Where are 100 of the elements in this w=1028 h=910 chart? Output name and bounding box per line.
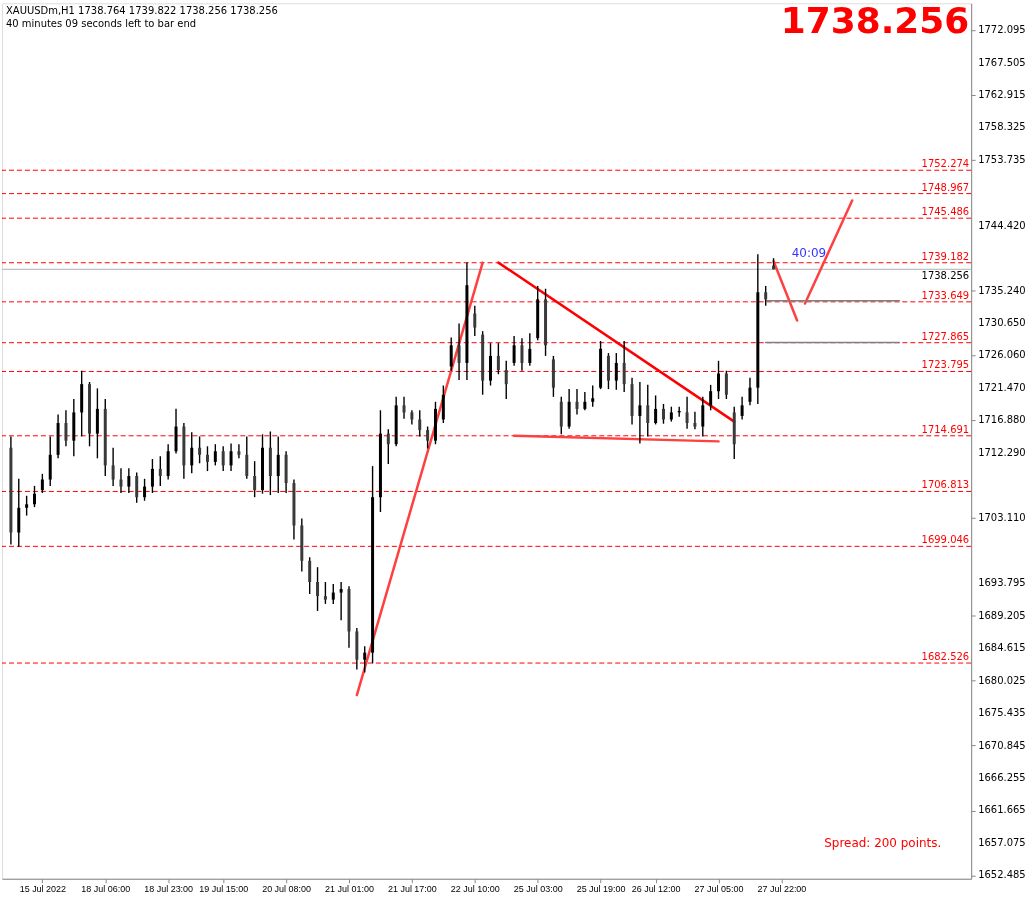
candlestick bbox=[253, 460, 257, 498]
candlestick bbox=[111, 447, 115, 487]
y-tick-label: 1712.290 bbox=[978, 446, 1026, 458]
candlestick bbox=[709, 384, 713, 411]
candlestick bbox=[614, 352, 618, 391]
x-tick-label: 21 Jul 17:00 bbox=[387, 884, 437, 895]
ref-line-label: 1739.182 bbox=[921, 250, 970, 262]
candlestick bbox=[646, 384, 650, 438]
ref-line-label: 1745.486 bbox=[921, 206, 970, 218]
candlestick bbox=[426, 425, 430, 450]
y-tick-label: 1721.470 bbox=[978, 381, 1026, 393]
candlestick bbox=[127, 467, 131, 494]
candlestick bbox=[221, 445, 225, 472]
candlestick bbox=[198, 435, 202, 464]
candlestick bbox=[25, 495, 29, 517]
y-tick-label: 1670.845 bbox=[978, 739, 1026, 751]
ref-line-label: 1723.795 bbox=[921, 359, 970, 371]
y-tick-label: 1744.420 bbox=[978, 219, 1026, 231]
candlestick bbox=[764, 285, 768, 307]
y-tick-label: 1772.095 bbox=[978, 24, 1026, 36]
x-tick-label: 26 Jul 12:00 bbox=[631, 884, 681, 895]
ref-line-label: 1706.813 bbox=[921, 479, 970, 491]
candlestick bbox=[229, 442, 233, 472]
x-tick-label: 27 Jul 05:00 bbox=[694, 884, 744, 895]
candlestick bbox=[119, 467, 123, 494]
y-tick-label: 1652.485 bbox=[978, 869, 1026, 881]
y-tick-label: 1684.615 bbox=[978, 642, 1026, 654]
candlestick bbox=[717, 360, 721, 400]
candlestick bbox=[331, 583, 335, 605]
candlestick bbox=[276, 435, 280, 494]
x-tick-label: 18 Jul 23:00 bbox=[144, 884, 194, 895]
candlestick bbox=[496, 342, 500, 375]
y-tick-label: 1730.650 bbox=[978, 317, 1026, 329]
candlestick bbox=[245, 435, 249, 480]
ref-line-label: 1699.046 bbox=[921, 534, 970, 546]
candlestick bbox=[685, 396, 689, 430]
candlestick bbox=[449, 336, 453, 372]
y-tick-label: 1753.735 bbox=[978, 153, 1026, 165]
annotation: Spread: 200 points. bbox=[824, 835, 942, 850]
ref-line-label: 1714.691 bbox=[921, 423, 970, 435]
candlestick bbox=[150, 458, 154, 494]
candlestick bbox=[661, 403, 665, 425]
candlestick bbox=[504, 360, 508, 400]
candlestick bbox=[583, 391, 587, 411]
candlestick bbox=[520, 337, 524, 372]
candlestick bbox=[190, 431, 194, 474]
annotation: 40:09 bbox=[791, 245, 827, 260]
x-tick-label: 20 Jul 08:00 bbox=[262, 884, 312, 895]
candlestick bbox=[237, 443, 241, 460]
x-tick-label: 25 Jul 19:00 bbox=[576, 884, 626, 895]
candlestick bbox=[591, 384, 595, 408]
ref-line-label: 1682.526 bbox=[921, 651, 970, 663]
y-tick-label: 1716.880 bbox=[978, 414, 1026, 426]
candlestick bbox=[748, 377, 752, 407]
y-tick-label: 1661.665 bbox=[978, 804, 1026, 816]
y-tick-label: 1703.110 bbox=[978, 511, 1026, 523]
ref-line-label: 1733.649 bbox=[921, 289, 970, 301]
x-tick-label: 19 Jul 15:00 bbox=[199, 884, 249, 895]
candlestick bbox=[638, 381, 642, 445]
candlestick bbox=[205, 445, 209, 472]
candlestick bbox=[512, 335, 516, 367]
candlestick bbox=[528, 332, 532, 367]
y-tick-label: 1675.435 bbox=[978, 707, 1026, 719]
candlestick bbox=[363, 645, 367, 674]
x-tick-label: 27 Jul 22:00 bbox=[757, 884, 807, 895]
y-tick-label: 1680.025 bbox=[978, 674, 1026, 686]
candlestick bbox=[308, 556, 312, 595]
y-tick-label: 1758.325 bbox=[978, 121, 1026, 133]
candlestick bbox=[654, 394, 658, 426]
y-tick-label: 1693.795 bbox=[978, 577, 1026, 589]
candlestick bbox=[158, 455, 162, 487]
ref-line-label: 1727.865 bbox=[921, 330, 970, 342]
chart-title: XAUUSDm,H1 1738.764 1739.822 1738.256 1738.256 bbox=[5, 5, 278, 17]
candlestick bbox=[323, 581, 327, 605]
y-tick-label: 1762.915 bbox=[978, 89, 1026, 101]
y-tick-label: 1689.205 bbox=[978, 609, 1026, 621]
y-tick-label: 1657.075 bbox=[978, 836, 1026, 848]
y-tick-label: 1735.240 bbox=[978, 284, 1026, 296]
candlestick bbox=[622, 340, 626, 393]
candlestick bbox=[457, 322, 461, 381]
candlestick bbox=[473, 305, 477, 337]
annotation: 1738.256 bbox=[780, 0, 970, 42]
candlestick bbox=[213, 443, 217, 467]
x-tick-label: 25 Jul 03:00 bbox=[513, 884, 563, 895]
y-tick-label: 1726.060 bbox=[978, 349, 1026, 361]
candlestick bbox=[316, 566, 320, 612]
y-tick-label: 1767.505 bbox=[978, 56, 1026, 68]
candlestick bbox=[261, 433, 264, 495]
candlestick bbox=[386, 428, 390, 465]
candlestick bbox=[40, 473, 44, 494]
candlestick bbox=[33, 485, 36, 508]
ref-line-label: 1752.274 bbox=[921, 158, 970, 170]
candlestick bbox=[701, 396, 705, 438]
candlestick bbox=[724, 370, 728, 400]
candlestick bbox=[339, 581, 343, 621]
y-tick-label: 1666.255 bbox=[978, 772, 1026, 784]
candlestick bbox=[418, 409, 422, 438]
candlestick bbox=[433, 401, 437, 445]
x-tick-label: 22 Jul 10:00 bbox=[450, 884, 500, 895]
candlestick bbox=[693, 411, 697, 431]
